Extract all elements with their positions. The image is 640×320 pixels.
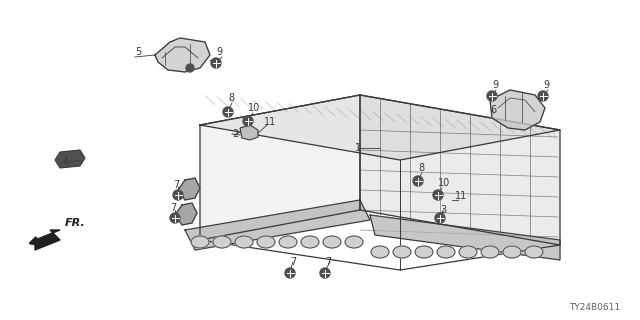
Polygon shape	[175, 203, 197, 225]
Ellipse shape	[345, 236, 363, 248]
Polygon shape	[240, 125, 258, 140]
Circle shape	[413, 176, 423, 186]
Text: 9: 9	[216, 47, 222, 57]
Ellipse shape	[213, 236, 231, 248]
Ellipse shape	[459, 246, 477, 258]
Text: 5: 5	[135, 47, 141, 57]
Polygon shape	[55, 150, 85, 168]
Polygon shape	[185, 200, 370, 250]
Text: 10: 10	[438, 178, 451, 188]
Circle shape	[538, 91, 548, 101]
Ellipse shape	[525, 246, 543, 258]
Ellipse shape	[279, 236, 297, 248]
Circle shape	[173, 190, 183, 200]
Circle shape	[170, 213, 180, 223]
Text: 9: 9	[543, 80, 549, 90]
Text: 2: 2	[232, 129, 238, 139]
Circle shape	[433, 190, 443, 200]
Ellipse shape	[257, 236, 275, 248]
Text: 7: 7	[290, 257, 296, 267]
Text: 7: 7	[325, 257, 332, 267]
Ellipse shape	[503, 246, 521, 258]
Text: 3: 3	[440, 205, 446, 215]
Ellipse shape	[301, 236, 319, 248]
Circle shape	[320, 268, 330, 278]
Ellipse shape	[371, 246, 389, 258]
Circle shape	[243, 116, 253, 126]
Polygon shape	[370, 215, 560, 260]
Ellipse shape	[437, 246, 455, 258]
Polygon shape	[35, 230, 60, 250]
Ellipse shape	[481, 246, 499, 258]
Circle shape	[223, 107, 233, 117]
Polygon shape	[155, 38, 210, 72]
Text: 7: 7	[173, 180, 179, 190]
Polygon shape	[360, 95, 560, 245]
Text: 8: 8	[418, 163, 424, 173]
Text: 11: 11	[455, 191, 467, 201]
Polygon shape	[178, 178, 200, 200]
Text: 11: 11	[264, 117, 276, 127]
Ellipse shape	[415, 246, 433, 258]
Text: TY24B0611: TY24B0611	[569, 303, 620, 312]
Text: 7: 7	[170, 203, 176, 213]
Text: 10: 10	[248, 103, 260, 113]
Polygon shape	[200, 95, 560, 160]
Text: 9: 9	[492, 80, 498, 90]
Ellipse shape	[393, 246, 411, 258]
Text: 4: 4	[63, 157, 69, 167]
Text: FR.: FR.	[65, 218, 86, 228]
Ellipse shape	[235, 236, 253, 248]
Ellipse shape	[191, 236, 209, 248]
Circle shape	[285, 268, 295, 278]
Circle shape	[186, 64, 194, 72]
Ellipse shape	[323, 236, 341, 248]
Circle shape	[211, 58, 221, 68]
Circle shape	[487, 91, 497, 101]
Polygon shape	[200, 95, 360, 240]
Polygon shape	[490, 90, 545, 130]
Circle shape	[435, 213, 445, 223]
Text: 6: 6	[490, 105, 496, 115]
Text: 1: 1	[355, 143, 361, 153]
Text: 8: 8	[228, 93, 234, 103]
